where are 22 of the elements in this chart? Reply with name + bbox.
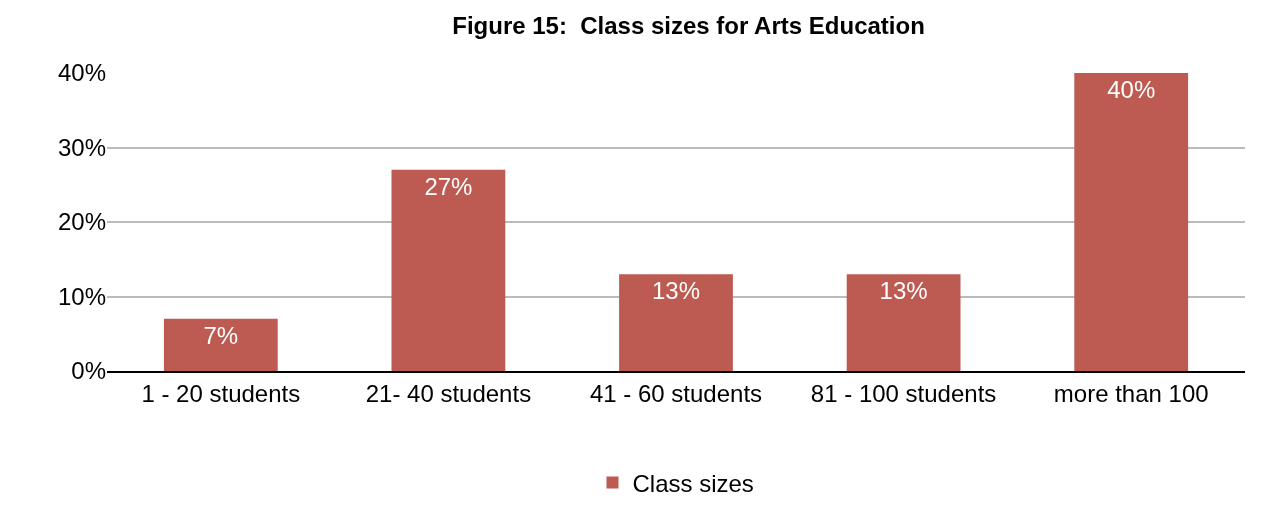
y-tick-label: 30%	[57, 133, 106, 161]
x-tick-label: 81 - 100 students	[810, 379, 997, 407]
y-tick-label: 0%	[71, 357, 106, 385]
x-tick-label: 21- 40 students	[365, 379, 532, 407]
y-tick-label: 10%	[57, 282, 106, 310]
x-tick-label: more than 100	[1053, 379, 1209, 407]
data-label: 27%	[424, 172, 473, 200]
bar	[163, 318, 278, 371]
data-label: 13%	[651, 277, 701, 305]
bar	[619, 274, 733, 371]
bar	[391, 169, 506, 371]
y-tick-label: 20%	[57, 208, 106, 236]
y-tick-label: 40%	[57, 59, 106, 87]
data-label: 13%	[879, 277, 928, 305]
data-label: 7%	[203, 321, 239, 349]
bar	[846, 274, 961, 371]
x-tick-label: 41 - 60 students	[589, 379, 763, 407]
data-label: 40%	[1107, 76, 1156, 103]
x-tick-label: 1 - 20 students	[141, 379, 301, 407]
legend-label: Class sizes	[632, 469, 754, 497]
chart-title: Figure 15: Class sizes for Arts Education	[452, 12, 925, 40]
bar	[1074, 73, 1189, 371]
